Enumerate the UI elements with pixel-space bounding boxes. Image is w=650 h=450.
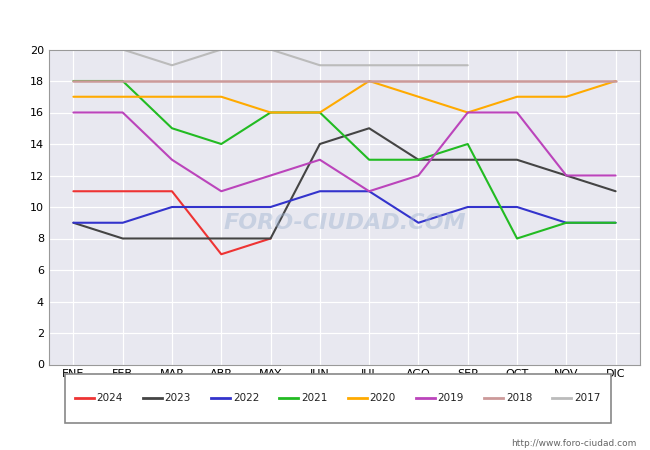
Text: 2017: 2017 bbox=[574, 393, 601, 403]
Text: FORO-CIUDAD.COM: FORO-CIUDAD.COM bbox=[223, 213, 466, 233]
Text: Afiliados en La Cerollera a 31/5/2024: Afiliados en La Cerollera a 31/5/2024 bbox=[177, 15, 473, 30]
Text: 2021: 2021 bbox=[301, 393, 328, 403]
Text: 2020: 2020 bbox=[369, 393, 396, 403]
Text: http://www.foro-ciudad.com: http://www.foro-ciudad.com bbox=[512, 439, 637, 448]
Text: 2019: 2019 bbox=[437, 393, 464, 403]
FancyBboxPatch shape bbox=[65, 374, 611, 423]
Text: 2018: 2018 bbox=[506, 393, 532, 403]
Text: 2023: 2023 bbox=[164, 393, 191, 403]
Text: 2022: 2022 bbox=[233, 393, 259, 403]
Text: 2024: 2024 bbox=[96, 393, 123, 403]
